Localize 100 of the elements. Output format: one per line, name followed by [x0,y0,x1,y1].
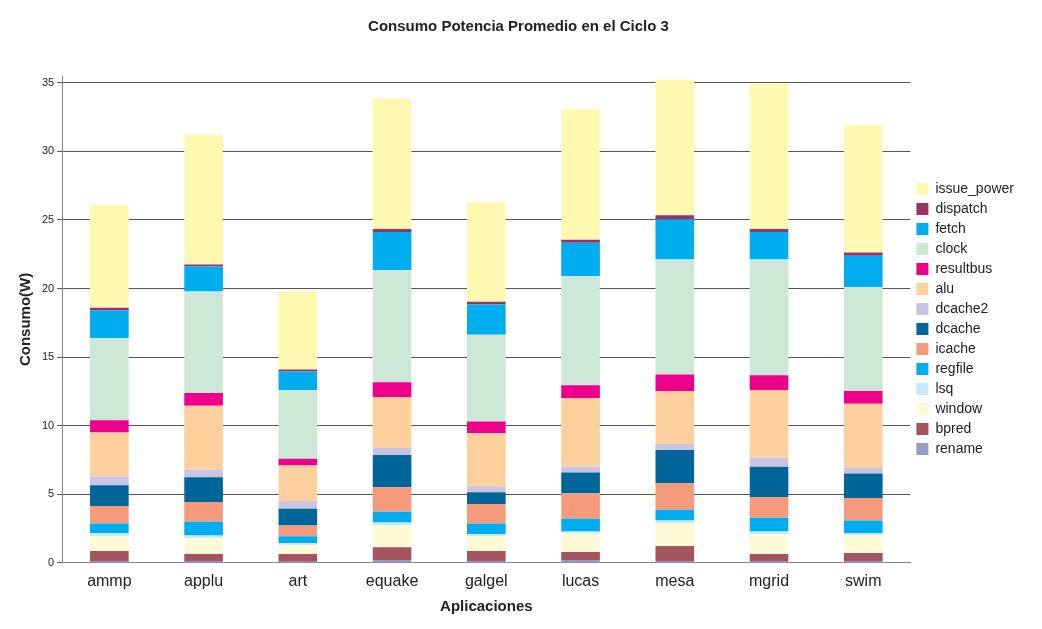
legend-label: resultbus [935,259,993,276]
bar [843,498,883,521]
bar [561,518,600,532]
bar [561,533,600,552]
bar [467,536,506,552]
legend-label: issue_power [935,179,1015,196]
bar [278,390,318,459]
bar [655,390,695,445]
bar [749,259,789,376]
bar [372,270,412,383]
bar [278,545,318,555]
bar [561,397,600,467]
bar [561,239,600,243]
bar [467,304,506,335]
bar [655,520,695,524]
bar [278,508,318,526]
bar [90,523,129,534]
bar [467,523,506,535]
bar [467,334,506,422]
bar [90,533,129,537]
bar [278,554,318,562]
legend-label: dcache2 [935,299,989,316]
bar [749,534,789,555]
y-axis-title: Consumo(W) [16,272,34,367]
bar [655,215,695,220]
bar [372,396,412,449]
bar [749,232,789,260]
legend-label: regfile [935,359,974,376]
bar [843,390,883,404]
bar [184,469,223,478]
x-tick-label: mgrid [749,571,790,589]
x-tick-label: mesa [655,571,695,589]
legend-label: alu [935,279,955,296]
y-tick-label: 0 [48,555,55,568]
x-tick-label: galgel [464,571,508,589]
legend-label: rename [935,439,984,456]
bar [184,405,223,470]
bar [184,266,223,292]
bar [90,485,129,506]
bar [467,202,506,302]
bar [372,98,412,230]
x-axis-title: Aplicaciones [440,597,533,615]
bar [278,291,318,370]
chart-title: Consumo Potencia Promedio en el Ciclo 3 [368,17,669,35]
bar [749,457,789,467]
legend-label: icache [935,339,977,356]
bar [184,134,223,265]
bar [372,487,412,512]
bar [372,525,412,548]
bar [843,287,883,391]
bar [843,252,883,256]
bar [184,501,223,522]
bar [90,505,129,524]
bar [467,492,506,504]
bar [655,449,695,484]
bar [749,497,789,518]
bar [184,521,223,536]
bar [184,477,223,502]
bar [278,536,318,544]
legend-label: lsq [935,379,954,396]
bar [749,83,789,230]
bar [278,465,318,501]
bar [655,444,695,450]
y-tick-label: 25 [41,213,55,226]
bar [372,522,412,526]
bar [372,232,412,271]
y-tick-label: 35 [41,75,55,88]
bar [372,454,412,488]
legend-label: fetch [935,219,966,236]
bar [90,536,129,552]
bar [467,433,506,487]
bar [843,124,883,253]
y-tick-label: 5 [48,487,55,500]
bar [843,520,883,534]
bar [843,467,883,474]
legend-label: clock [935,239,969,256]
bar [749,390,789,458]
bar [561,385,600,398]
legend-label: dispatch [935,199,988,216]
legend-label: dcache [935,319,981,336]
bar [749,517,789,532]
bar [184,291,223,394]
legend-label: window [934,399,983,416]
bar [467,534,506,537]
bar [655,509,695,521]
bar [561,242,600,277]
bar [561,466,600,473]
x-tick-label: ammp [87,571,132,589]
bar [467,503,506,524]
bar [90,476,129,486]
bar [843,535,883,553]
x-tick-label: swim [845,571,882,589]
bar [278,458,318,466]
legend-label: bpred [935,419,972,436]
bar [467,301,506,305]
bar [561,276,600,386]
bar [184,535,223,539]
bar [749,229,789,233]
bar [90,420,129,433]
bar [749,531,789,535]
